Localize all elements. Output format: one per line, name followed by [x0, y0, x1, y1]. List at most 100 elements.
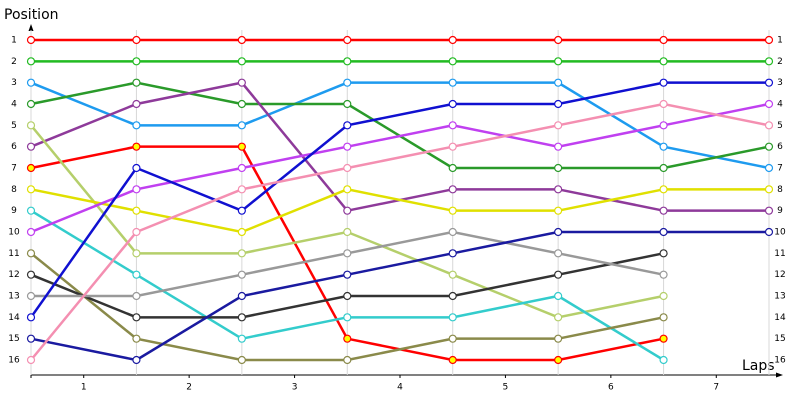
point	[659, 270, 668, 279]
point	[237, 99, 246, 109]
y-tick-label: 8	[11, 185, 17, 195]
point	[764, 99, 774, 109]
point	[448, 185, 457, 194]
y-tick-label-right: 7	[777, 164, 783, 174]
point	[343, 313, 352, 322]
point	[448, 78, 457, 87]
point	[237, 291, 246, 301]
y-tick-label-right: 6	[777, 142, 783, 152]
y-axis-label: Position	[4, 7, 59, 23]
point	[554, 57, 563, 66]
x-axis-label: Laps	[742, 358, 775, 374]
point	[26, 249, 36, 258]
x-tick-label: 5	[503, 383, 509, 393]
point	[764, 121, 774, 130]
y-tick-label: 14	[8, 313, 20, 323]
point	[659, 142, 668, 151]
y-tick-label: 4	[11, 100, 17, 110]
point	[26, 313, 36, 322]
point	[26, 206, 36, 215]
series-line	[30, 102, 770, 234]
y-tick-label: 2	[11, 57, 17, 67]
point	[237, 35, 246, 45]
y-tick-label-right: 11	[774, 249, 785, 259]
point	[343, 185, 352, 194]
series-line	[30, 188, 769, 234]
point	[554, 35, 563, 45]
x-tick-label: 6	[608, 383, 614, 393]
point	[659, 291, 668, 301]
point	[132, 334, 141, 343]
y-tick-label-right: 16	[774, 356, 786, 366]
point	[764, 142, 774, 151]
point	[448, 270, 457, 279]
point	[764, 163, 774, 173]
point	[26, 227, 36, 237]
point	[237, 121, 246, 130]
series-line	[30, 230, 769, 362]
point	[554, 99, 563, 109]
point	[554, 227, 563, 237]
point	[26, 35, 36, 45]
point	[554, 291, 563, 301]
point	[659, 227, 668, 237]
point	[764, 227, 774, 237]
point	[448, 249, 457, 258]
point	[554, 78, 563, 87]
point	[343, 78, 352, 87]
point	[659, 334, 668, 343]
point	[237, 227, 246, 237]
point	[132, 206, 141, 215]
y-tick-label-right: 5	[777, 121, 783, 131]
point	[343, 57, 352, 66]
point	[343, 334, 352, 343]
point	[764, 35, 774, 45]
point	[237, 185, 246, 194]
point	[132, 185, 141, 194]
point	[26, 57, 36, 66]
point	[26, 334, 36, 343]
point	[448, 99, 457, 109]
y-tick-label: 6	[11, 142, 17, 152]
y-tick-label-right: 2	[777, 57, 783, 67]
point	[343, 270, 352, 279]
point	[26, 185, 36, 194]
x-tick-label: 2	[186, 383, 192, 393]
point	[26, 142, 36, 151]
point	[448, 313, 457, 322]
point	[132, 313, 141, 322]
point	[659, 313, 668, 322]
x-tick-label: 3	[292, 383, 298, 393]
y-tick-label-right: 13	[774, 292, 785, 302]
y-tick-label: 3	[11, 78, 17, 88]
point	[448, 206, 457, 215]
point	[237, 270, 246, 279]
point	[659, 249, 668, 258]
point	[26, 78, 36, 87]
point	[132, 270, 141, 279]
point	[132, 142, 141, 151]
point	[764, 57, 774, 66]
y-tick-label-right: 1	[777, 36, 783, 46]
y-tick-label-right: 8	[777, 185, 783, 195]
point	[554, 334, 563, 343]
point	[448, 163, 457, 173]
point	[26, 355, 36, 365]
point	[132, 35, 141, 45]
point	[237, 142, 246, 151]
point	[764, 78, 774, 87]
point	[659, 99, 668, 109]
series-line	[30, 81, 770, 170]
point	[554, 270, 563, 279]
series-line	[30, 102, 770, 361]
y-tick-label: 7	[11, 164, 17, 174]
y-tick-label-right: 14	[774, 313, 786, 323]
point	[554, 163, 563, 173]
point	[448, 121, 457, 130]
point	[448, 35, 457, 45]
point	[237, 57, 246, 66]
x-tick-label: 7	[713, 383, 719, 393]
point	[26, 121, 36, 130]
point	[132, 291, 141, 301]
